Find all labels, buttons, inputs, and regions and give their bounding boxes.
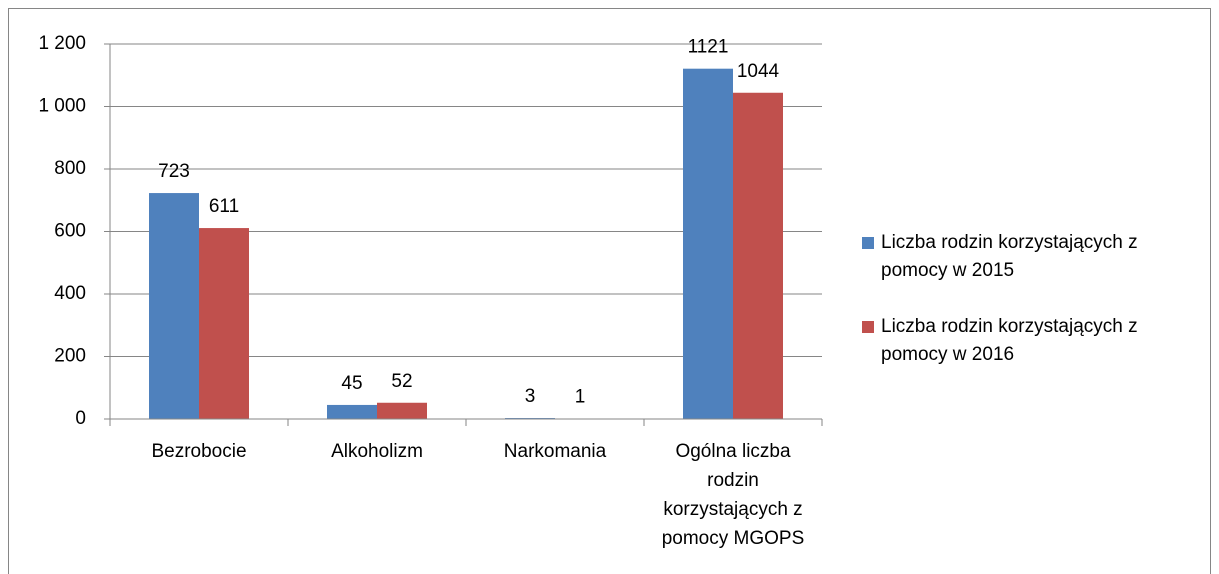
legend-swatch [862, 321, 874, 333]
data-label: 3 [525, 386, 536, 407]
bar [327, 404, 377, 419]
y-tick-label: 200 [54, 346, 86, 367]
data-label: 1 [575, 387, 586, 408]
y-tick-label: 800 [54, 158, 86, 179]
x-tick-label: Alkoholizm [331, 441, 423, 462]
data-label: 52 [391, 371, 412, 392]
data-label: 45 [341, 373, 362, 394]
x-tick-label: Bezrobocie [151, 441, 246, 462]
bar [149, 193, 199, 419]
y-tick-label: 1 000 [38, 96, 86, 117]
bar [683, 68, 733, 419]
bar [199, 228, 249, 419]
legend-label: Liczba rodzin korzystających z pomocy w 2… [881, 316, 1138, 365]
x-tick-label: Ogólna liczba rodzin korzystających z pomoc… [662, 441, 805, 549]
data-label: 723 [158, 161, 190, 182]
data-label: 1044 [737, 61, 780, 82]
bar [733, 92, 783, 419]
data-label: 611 [209, 196, 239, 217]
y-tick-label: 600 [54, 221, 86, 242]
data-label: 1121 [688, 37, 729, 58]
legend-swatch [862, 237, 874, 249]
chart-border [8, 8, 1211, 574]
y-tick-label: 1 200 [38, 33, 86, 54]
y-tick-label: 0 [75, 408, 86, 429]
y-tick-label: 400 [54, 283, 86, 304]
bar [377, 402, 427, 419]
x-tick-label: Narkomania [504, 441, 607, 462]
legend-label: Liczba rodzin korzystających z pomocy w 2… [881, 232, 1138, 281]
